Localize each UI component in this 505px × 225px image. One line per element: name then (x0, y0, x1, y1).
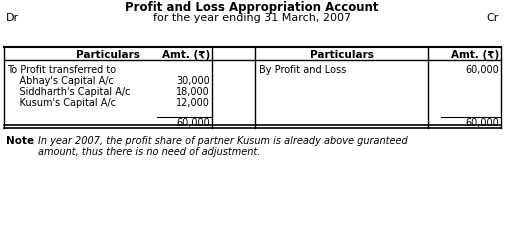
Text: Particulars: Particulars (310, 49, 373, 59)
Text: To Profit transferred to: To Profit transferred to (7, 65, 116, 75)
Text: In year 2007, the profit share of partner Kusum is already above guranteed: In year 2007, the profit share of partne… (38, 135, 408, 145)
Text: Siddharth's Capital A/c: Siddharth's Capital A/c (7, 87, 130, 97)
Text: Profit and Loss Appropriation Account: Profit and Loss Appropriation Account (125, 0, 379, 13)
Text: Amt. (₹): Amt. (₹) (162, 49, 210, 59)
Text: 18,000: 18,000 (176, 87, 210, 97)
Text: 60,000: 60,000 (176, 117, 210, 127)
Text: Dr: Dr (6, 13, 19, 23)
Text: Note: Note (6, 135, 34, 145)
Text: Particulars: Particulars (76, 49, 140, 59)
Text: amount, thus there is no need of adjustment.: amount, thus there is no need of adjustm… (38, 146, 261, 156)
Text: 30,000: 30,000 (176, 76, 210, 86)
Text: Cr: Cr (487, 13, 499, 23)
Text: 60,000: 60,000 (465, 117, 499, 127)
Text: 12,000: 12,000 (176, 98, 210, 108)
Text: for the year ending 31 March, 2007: for the year ending 31 March, 2007 (153, 13, 351, 23)
Text: Kusum's Capital A/c: Kusum's Capital A/c (7, 98, 116, 108)
Text: Amt. (₹): Amt. (₹) (451, 49, 499, 59)
Text: 60,000: 60,000 (465, 65, 499, 75)
Text: By Profit and Loss: By Profit and Loss (259, 65, 346, 75)
Text: Abhay's Capital A/c: Abhay's Capital A/c (7, 76, 114, 86)
